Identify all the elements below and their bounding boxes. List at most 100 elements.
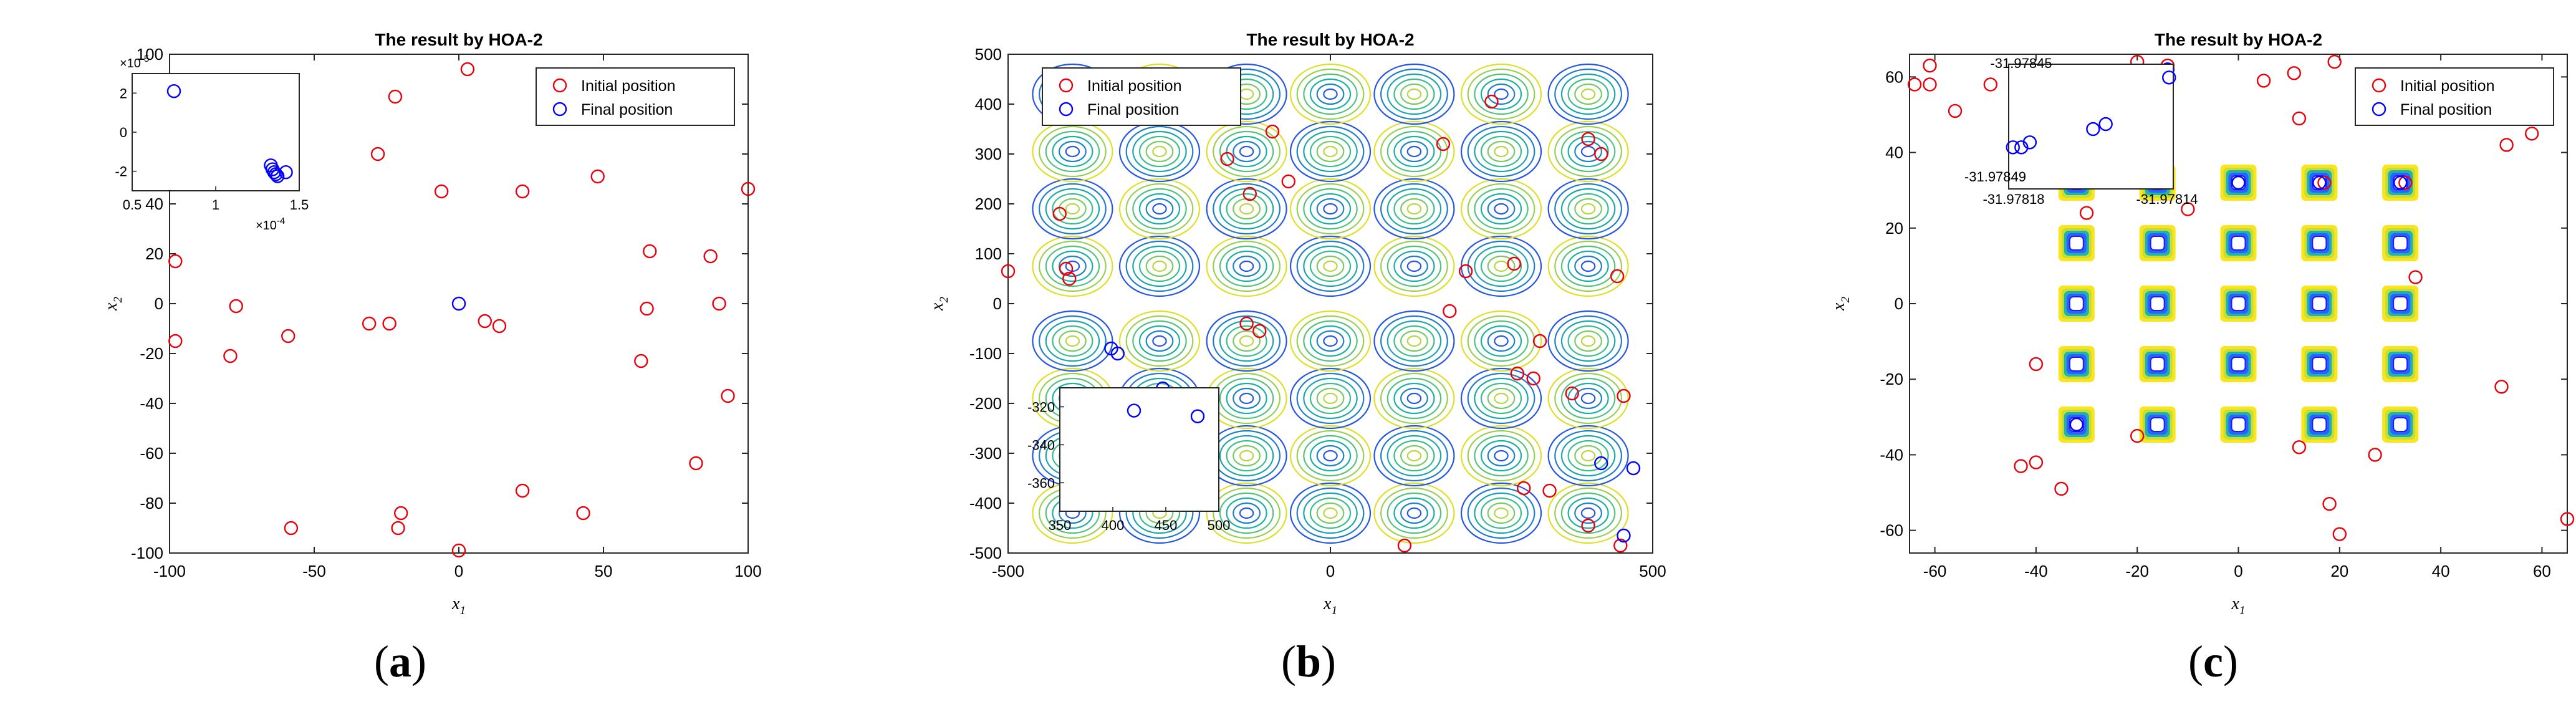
contour-ring	[1206, 178, 1287, 240]
contour-ring	[1487, 255, 1516, 277]
final-position-marker	[451, 296, 466, 311]
y-tick-label: 100	[975, 244, 1002, 263]
contour-ring	[1206, 235, 1287, 297]
contour-ring	[1406, 145, 1422, 158]
inset-chart: 0.5 1 1.5-202×10-4×10-5	[115, 54, 309, 233]
inset-y-tick-label: -31.97845	[1990, 55, 2052, 71]
initial-position-marker	[362, 316, 377, 331]
contour-ring	[1467, 487, 1536, 539]
contour-ring	[1226, 497, 1267, 529]
contour-ring	[1567, 497, 1609, 529]
foxhole-ring	[2312, 416, 2327, 432]
legend-label: Initial position	[2400, 77, 2494, 95]
foxhole-ring	[2312, 356, 2327, 372]
legend-label: Initial position	[1087, 77, 1181, 95]
initial-position-marker	[2029, 455, 2044, 469]
initial-position-marker	[1617, 388, 1631, 403]
contour-ring	[1052, 135, 1093, 168]
contour-ring	[1032, 310, 1113, 372]
contour-ring	[1303, 320, 1358, 362]
contour-ring	[1460, 425, 1542, 487]
contour-ring	[1152, 203, 1167, 215]
contour-ring	[1560, 320, 1616, 362]
contour-ring	[1233, 330, 1261, 352]
contour-ring	[1387, 492, 1442, 534]
legend-marker	[552, 102, 567, 117]
initial-position-marker	[1581, 132, 1595, 147]
contour-ring	[1387, 435, 1442, 477]
contour-ring	[1574, 198, 1603, 220]
initial-position-marker	[634, 354, 648, 368]
contour-ring	[1045, 320, 1100, 362]
x-tick-label: 100	[734, 562, 761, 580]
y-axis-label-subscript: 2	[938, 297, 951, 303]
contour-ring	[1380, 372, 1448, 425]
foxhole-ring	[2393, 356, 2408, 372]
inset-final-position-marker	[2098, 117, 2113, 132]
panel-a-letter: a	[388, 637, 411, 686]
inset-final-position-marker	[269, 167, 283, 181]
contour-ring	[1038, 183, 1107, 235]
y-tick-label: 200	[975, 195, 1002, 213]
initial-position-marker	[1948, 103, 1963, 118]
contour-ring	[1380, 183, 1448, 235]
foxhole-ring	[2231, 356, 2246, 372]
initial-position-marker	[451, 543, 466, 558]
contour-ring	[1574, 83, 1603, 105]
initial-position-marker	[2130, 428, 2145, 443]
final-position-marker	[1594, 456, 1608, 471]
inset-final-position-marker	[1127, 403, 1141, 418]
initial-position-marker	[2322, 497, 2337, 511]
foxhole-ring	[2150, 356, 2165, 372]
y-tick-label: -20	[140, 344, 163, 363]
contour-ring	[1138, 135, 1181, 168]
contour-ring	[1226, 135, 1267, 168]
inset-x-tick-label: -31.97814	[2136, 191, 2198, 207]
contour-ring	[1032, 235, 1113, 297]
initial-position-marker	[712, 296, 726, 311]
contour-ring	[1547, 178, 1629, 240]
inset-final-position-marker	[2162, 70, 2176, 85]
y-axis-label-subscript: 2	[1839, 297, 1852, 303]
contour-ring	[1309, 497, 1352, 529]
legend: Initial position Final position	[1042, 67, 1241, 126]
contour-ring	[1038, 125, 1107, 178]
contour-ring	[1373, 63, 1455, 125]
legend-marker	[1059, 102, 1074, 117]
chart-title: The result by HOA-2	[375, 30, 542, 49]
inset-chart: 350 400 450 500 -360 -340 -320	[1027, 387, 1230, 533]
contour-ring	[1560, 245, 1616, 287]
contour-ring	[1118, 310, 1201, 372]
contour-ring	[1387, 188, 1442, 230]
inset-x-tick-label: 0.5	[123, 197, 142, 213]
contour-ring	[1480, 382, 1522, 415]
contour-ring	[1303, 245, 1358, 287]
final-position-marker	[2312, 175, 2327, 190]
contour-ring	[1467, 430, 1536, 482]
contour-ring	[1547, 310, 1629, 372]
contour-ring	[1380, 240, 1448, 292]
contour-ring	[1239, 335, 1254, 347]
foxhole-ring	[2150, 296, 2165, 311]
x-tick-label: 60	[2533, 562, 2551, 580]
x-tick-label: 0	[1326, 562, 1335, 580]
legend-label: Final position	[581, 101, 673, 118]
contour-ring	[1206, 310, 1287, 372]
contour-ring	[1309, 250, 1352, 282]
initial-position-marker	[388, 89, 403, 104]
initial-position-marker	[434, 184, 449, 199]
series-initial	[1001, 94, 1631, 553]
contour-ring	[1309, 382, 1352, 415]
contour-ring	[1323, 88, 1338, 100]
contour-ring	[1406, 507, 1422, 519]
foxhole-ring	[2069, 296, 2084, 311]
x-tick-label: 50	[595, 562, 613, 580]
contour-ring	[1296, 240, 1365, 292]
contour-ring	[1467, 315, 1536, 367]
initial-position-marker	[1907, 77, 1922, 92]
legend-box	[536, 67, 735, 126]
contour-ring	[1387, 245, 1442, 287]
contour-ring	[1580, 450, 1596, 462]
contour-ring	[1373, 367, 1455, 430]
foxhole-ring	[2393, 296, 2408, 311]
